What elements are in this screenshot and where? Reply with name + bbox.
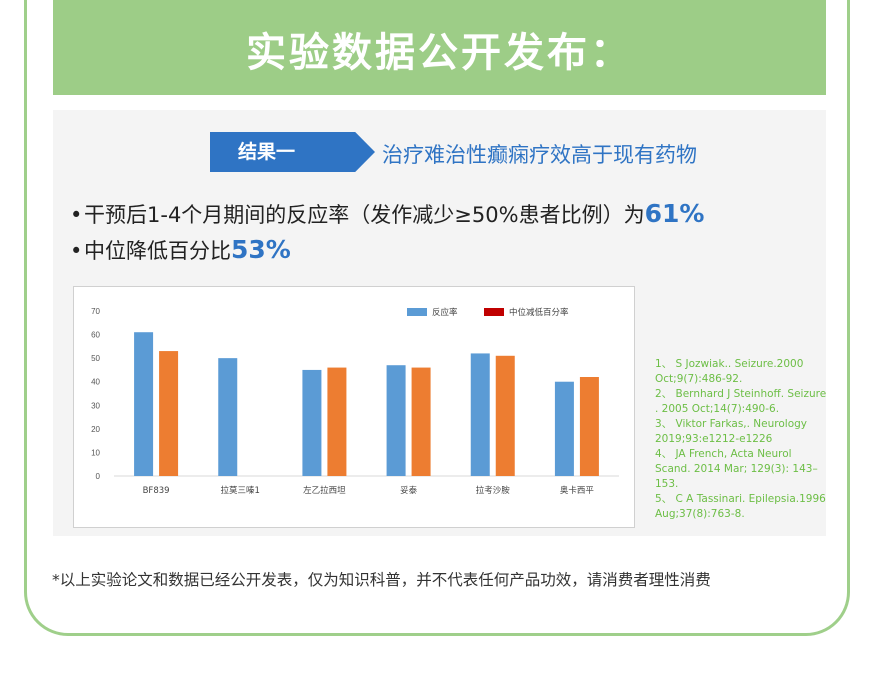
bar-median-reduction: [159, 351, 179, 476]
x-tick-label: 左乙拉西坦: [303, 485, 346, 496]
x-tick-label: BF839: [143, 486, 170, 496]
bullet-dot: •: [70, 239, 83, 263]
y-tick-label: 10: [91, 448, 100, 457]
page-title: 实验数据公开发布：: [246, 30, 633, 76]
bullet-median-reduction: •中位降低百分比53%: [70, 235, 291, 265]
bar-chart: 0 10 20 30 40 50 60 70 BF839 拉莫三嗪1 左乙拉西坦 妥泰 拉考沙胺 奥卡西平…: [73, 286, 635, 528]
disclaimer-footnote: *以上实验论文和数据已经公开发表，仅为知识科普，并不代表任何产品功效，请消费者理…: [52, 571, 711, 589]
references-list: 1、 S Jozwiak.. Seizure.2000 Oct;9(7):486…: [655, 357, 830, 522]
bar-response-rate: [134, 332, 154, 476]
y-tick-label: 0: [96, 472, 101, 481]
bullet-highlight: 61%: [644, 199, 705, 228]
chart-svg: 0 10 20 30 40 50 60 70 BF839 拉莫三嗪1 左乙拉西坦 妥泰 拉考沙胺 奥卡西平…: [91, 307, 619, 496]
reference-item: 5、 C A Tassinari. Epilepsia.1996 Aug;37(…: [655, 493, 830, 520]
bar-response-rate: [470, 353, 490, 476]
x-tick-label: 妥泰: [400, 485, 418, 496]
result-description: 治疗难治性癫痫疗效高于现有药物: [382, 143, 697, 167]
result-tag: 结果一: [210, 132, 375, 172]
bar-median-reduction: [327, 367, 347, 476]
legend-label: 中位减低百分率: [509, 307, 569, 318]
reference-item: 1、 S Jozwiak.. Seizure.2000 Oct;9(7):486…: [655, 358, 807, 385]
y-tick-label: 70: [91, 307, 100, 316]
legend-swatch: [484, 308, 504, 316]
y-tick-label: 50: [91, 354, 100, 363]
reference-item: 3、 Viktor Farkas,. Neurology 2019;93:e12…: [655, 418, 811, 445]
reference-item: 4、 JA French, Acta Neurol Scand. 2014 Ma…: [655, 448, 818, 490]
bar-median-reduction: [411, 367, 431, 476]
page-frame: [24, 0, 850, 636]
bullet-dot: •: [70, 203, 83, 227]
bar-response-rate: [302, 369, 322, 476]
bullet-response-rate: •干预后1-4个月期间的反应率（发作减少≥50%患者比例）为61%: [70, 199, 704, 229]
bullet-text: 干预后1-4个月期间的反应率（发作减少≥50%患者比例）为: [84, 203, 645, 227]
reference-item: 2、 Bernhard J Steinhoff. Seizure . 2005 …: [655, 388, 830, 415]
bar-response-rate: [218, 358, 238, 476]
bullet-highlight: 53%: [231, 235, 291, 264]
y-tick-label: 20: [91, 425, 100, 434]
x-tick-label: 拉考沙胺: [476, 485, 511, 496]
bullet-text: 中位降低百分比: [84, 239, 231, 263]
y-tick-label: 30: [91, 401, 100, 410]
bar-response-rate: [554, 381, 574, 476]
legend-swatch: [407, 308, 427, 316]
x-tick-label: 奥卡西平: [560, 485, 595, 496]
y-tick-label: 40: [91, 378, 100, 387]
bar-median-reduction: [495, 355, 515, 476]
y-tick-label: 60: [91, 331, 100, 340]
legend-label: 反应率: [432, 307, 458, 318]
x-tick-label: 拉莫三嗪1: [221, 485, 260, 496]
bar-median-reduction: [579, 377, 599, 476]
bar-response-rate: [386, 365, 406, 476]
header-banner: 实验数据公开发布：: [53, 0, 826, 95]
